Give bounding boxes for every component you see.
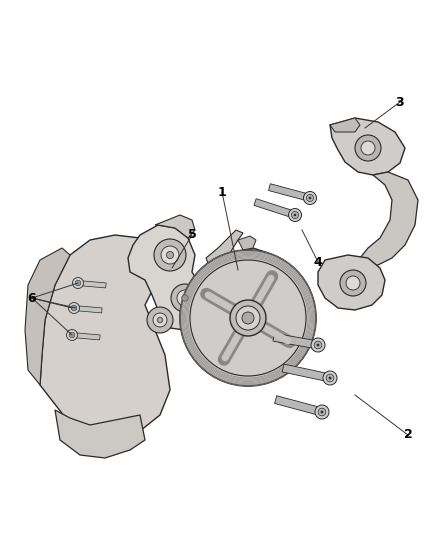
Circle shape bbox=[177, 290, 193, 306]
Circle shape bbox=[294, 214, 296, 216]
Circle shape bbox=[309, 197, 311, 199]
Polygon shape bbox=[40, 235, 170, 440]
Circle shape bbox=[307, 195, 314, 201]
Text: 1: 1 bbox=[218, 185, 226, 198]
Circle shape bbox=[147, 307, 173, 333]
Circle shape bbox=[230, 300, 266, 336]
Circle shape bbox=[291, 212, 299, 219]
Circle shape bbox=[242, 312, 254, 324]
Circle shape bbox=[182, 295, 188, 301]
Text: 2: 2 bbox=[404, 429, 412, 441]
Circle shape bbox=[161, 246, 179, 264]
Polygon shape bbox=[72, 333, 100, 340]
Polygon shape bbox=[206, 230, 243, 268]
Circle shape bbox=[314, 341, 322, 349]
Polygon shape bbox=[74, 305, 102, 313]
Circle shape bbox=[166, 252, 173, 259]
Text: 6: 6 bbox=[28, 292, 36, 304]
Polygon shape bbox=[268, 184, 311, 201]
Circle shape bbox=[318, 408, 326, 416]
Circle shape bbox=[73, 278, 84, 288]
Polygon shape bbox=[78, 280, 106, 288]
Polygon shape bbox=[275, 395, 323, 416]
Circle shape bbox=[304, 191, 317, 205]
Circle shape bbox=[328, 377, 332, 379]
Circle shape bbox=[317, 344, 319, 346]
Text: 5: 5 bbox=[187, 229, 196, 241]
Polygon shape bbox=[318, 255, 385, 310]
Polygon shape bbox=[155, 215, 195, 238]
Circle shape bbox=[68, 303, 80, 313]
Circle shape bbox=[289, 208, 301, 222]
Circle shape bbox=[355, 135, 381, 161]
Polygon shape bbox=[128, 225, 205, 330]
Circle shape bbox=[326, 374, 334, 382]
Polygon shape bbox=[330, 118, 405, 175]
Circle shape bbox=[75, 280, 81, 286]
Circle shape bbox=[315, 405, 329, 419]
Circle shape bbox=[171, 284, 199, 312]
Circle shape bbox=[190, 260, 306, 376]
Circle shape bbox=[321, 410, 323, 414]
Circle shape bbox=[154, 239, 186, 271]
Polygon shape bbox=[193, 248, 290, 368]
Polygon shape bbox=[273, 333, 319, 349]
Circle shape bbox=[236, 306, 260, 330]
Circle shape bbox=[340, 270, 366, 296]
Polygon shape bbox=[282, 364, 331, 382]
Polygon shape bbox=[360, 172, 418, 268]
Circle shape bbox=[69, 332, 75, 338]
Circle shape bbox=[346, 276, 360, 290]
Circle shape bbox=[180, 250, 316, 386]
Circle shape bbox=[153, 313, 167, 327]
Polygon shape bbox=[25, 248, 70, 385]
Polygon shape bbox=[55, 410, 145, 458]
Polygon shape bbox=[330, 118, 360, 132]
Text: 4: 4 bbox=[314, 255, 322, 269]
Circle shape bbox=[311, 338, 325, 352]
Circle shape bbox=[361, 141, 375, 155]
Polygon shape bbox=[254, 199, 296, 219]
Circle shape bbox=[323, 371, 337, 385]
Circle shape bbox=[157, 317, 163, 323]
Text: 3: 3 bbox=[396, 95, 404, 109]
Circle shape bbox=[67, 329, 78, 341]
Polygon shape bbox=[238, 236, 256, 250]
Circle shape bbox=[71, 305, 77, 311]
